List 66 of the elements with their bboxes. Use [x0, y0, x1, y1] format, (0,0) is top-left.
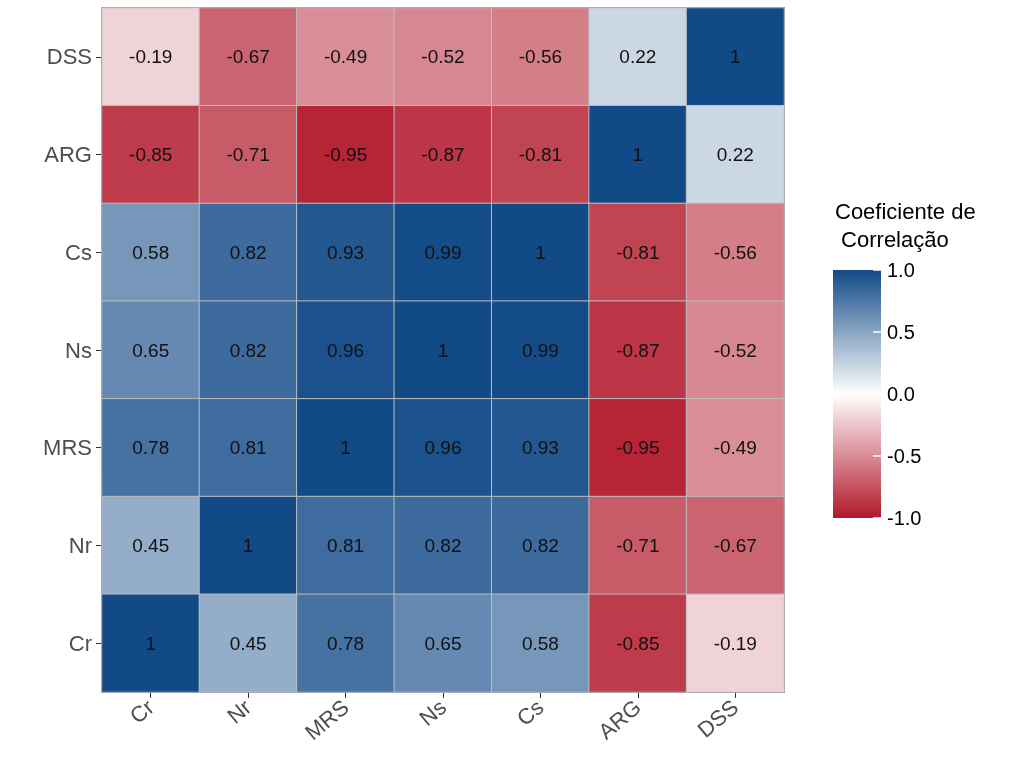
data-label: 0.99 [424, 241, 462, 263]
data-label: 0.93 [327, 241, 365, 263]
color-bar-label: 0.0 [887, 383, 915, 405]
data-label: 1 [730, 46, 741, 68]
data-label: 0.81 [229, 437, 267, 459]
color-bar-label: -0.5 [887, 445, 922, 467]
data-label: -0.56 [713, 241, 757, 263]
x-tick-label: Ns [414, 694, 452, 731]
data-label: -0.49 [323, 46, 368, 68]
data-label: -0.87 [421, 144, 465, 166]
y-tick-label: ARG [44, 142, 92, 168]
data-label: -0.67 [713, 534, 757, 556]
data-label: -0.81 [518, 144, 563, 166]
data-label: 0.82 [229, 339, 267, 361]
data-label: 0.22 [619, 46, 657, 68]
data-label: 0.93 [521, 437, 559, 459]
data-label: -0.49 [713, 437, 757, 459]
x-tick-label: Cr [124, 694, 159, 729]
data-label: 0.22 [716, 144, 754, 166]
data-label: -0.56 [518, 46, 563, 68]
data-label: -0.52 [713, 339, 757, 361]
data-label: 1 [632, 144, 644, 166]
data-label: 0.99 [521, 339, 559, 361]
color-bar-label: 1.0 [887, 259, 915, 281]
data-label: -0.95 [323, 144, 368, 166]
data-label: -0.71 [226, 144, 270, 166]
data-label: 0.78 [327, 632, 365, 654]
data-label: 0.96 [327, 339, 365, 361]
data-label: 1 [535, 241, 546, 263]
data-label: 1 [242, 534, 254, 556]
data-label: -0.52 [421, 46, 465, 68]
data-label: 1 [145, 632, 156, 654]
data-label: 0.58 [132, 241, 170, 263]
data-label: 0.82 [229, 241, 267, 263]
legend-title: Coeficiente de Correlação [835, 198, 976, 252]
data-label: 0.65 [132, 339, 170, 361]
color-bar-label: -1.0 [887, 507, 922, 529]
data-label: 0.45 [132, 534, 170, 556]
data-label: -0.19 [129, 46, 173, 68]
data-label: -0.67 [226, 46, 270, 68]
data-label: -0.19 [713, 632, 757, 654]
x-tick-label: Nr [222, 694, 257, 729]
data-label: -0.87 [616, 339, 660, 361]
data-label: 0.58 [521, 632, 559, 654]
data-label: 0.96 [424, 437, 462, 459]
y-tick-label: MRS [43, 435, 92, 461]
data-label: 0.82 [521, 534, 559, 556]
data-label: 0.45 [229, 632, 267, 654]
data-label: 0.65 [424, 632, 462, 654]
y-tick-label: Cr [68, 630, 92, 656]
data-label: 1 [340, 437, 351, 459]
data-label: 0.82 [424, 534, 462, 556]
y-tick-label: DSS [46, 44, 92, 70]
data-label: 0.81 [327, 534, 365, 556]
y-tick-label: Nr [68, 532, 92, 558]
data-label: 1 [437, 339, 449, 361]
data-label: -0.71 [616, 534, 660, 556]
color-bar-label: 0.5 [887, 321, 915, 343]
data-label: -0.85 [616, 632, 660, 654]
x-tick-label: Cs [511, 694, 549, 731]
y-tick-label: Ns [65, 337, 92, 363]
data-label: -0.95 [616, 437, 660, 459]
data-label: -0.85 [129, 144, 173, 166]
y-tick-label: Cs [65, 239, 92, 265]
data-label: 0.78 [132, 437, 170, 459]
data-label: -0.81 [616, 241, 660, 263]
